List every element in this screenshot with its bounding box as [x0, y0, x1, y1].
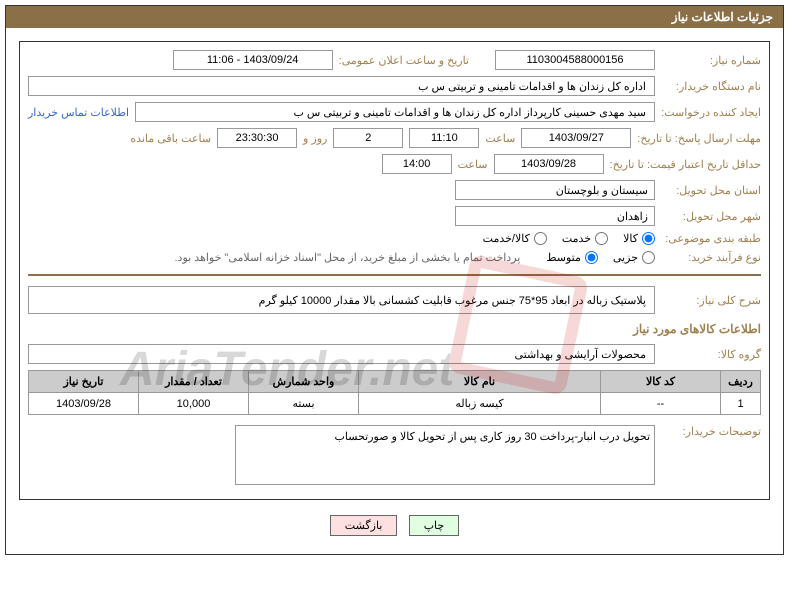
announce-label: تاریخ و ساعت اعلان عمومی:: [339, 54, 469, 67]
table-header: نام کالا: [359, 371, 601, 393]
city-label: شهر محل تحویل:: [661, 210, 761, 223]
province-label: استان محل تحویل:: [661, 184, 761, 197]
category-radios: کالا خدمت کالا/خدمت: [483, 232, 655, 245]
table-cell: کیسه زباله: [359, 393, 601, 415]
deadline-time: 11:10: [409, 128, 479, 148]
rooz-label: روز و: [303, 132, 327, 145]
goods-table: ردیفکد کالانام کالاواحد شمارشتعداد / مقد…: [28, 370, 761, 415]
radio-jozi-input[interactable]: [642, 251, 655, 264]
divider-1: [28, 274, 761, 276]
deadline-date: 1403/09/27: [521, 128, 631, 148]
radio-motavaset-input[interactable]: [585, 251, 598, 264]
table-cell: بسته: [249, 393, 359, 415]
table-header: واحد شمارش: [249, 371, 359, 393]
validity-label: حداقل تاریخ اعتبار قیمت: تا تاریخ:: [610, 158, 761, 171]
main-panel: جزئیات اطلاعات نیاز شماره نیاز: 11030045…: [5, 5, 784, 555]
table-header: تاریخ نیاز: [29, 371, 139, 393]
city-field: زاهدان: [455, 206, 655, 226]
desc-title-field: پلاستیک زباله در ابعاد 95*75 جنس مرغوب ق…: [28, 286, 655, 314]
table-cell: 1403/09/28: [29, 393, 139, 415]
table-header: تعداد / مقدار: [139, 371, 249, 393]
saat-label-1: ساعت: [485, 132, 515, 145]
contact-link[interactable]: اطلاعات تماس خریدار: [28, 106, 129, 119]
table-header: ردیف: [721, 371, 761, 393]
announce-field: 1403/09/24 - 11:06: [173, 50, 333, 70]
desc-title-label: شرح کلی نیاز:: [661, 294, 761, 307]
validity-date: 1403/09/28: [494, 154, 604, 174]
radio-khadamat[interactable]: خدمت: [562, 232, 608, 245]
goods-section-title: اطلاعات کالاهای مورد نیاز: [28, 322, 761, 336]
table-cell: 1: [721, 393, 761, 415]
buyer-label: نام دستگاه خریدار:: [661, 80, 761, 93]
saat-label-2: ساعت: [458, 158, 488, 171]
print-button[interactable]: چاپ: [409, 515, 460, 536]
validity-time: 14:00: [382, 154, 452, 174]
remain-time: 23:30:30: [217, 128, 297, 148]
table-cell: 10,000: [139, 393, 249, 415]
radio-jozi[interactable]: جزیی: [613, 251, 655, 264]
process-label: نوع فرآیند خرید:: [661, 251, 761, 264]
buyer-notes-label: توضیحات خریدار:: [661, 425, 761, 438]
province-field: سیستان و بلوچستان: [455, 180, 655, 200]
group-label: گروه کالا:: [661, 348, 761, 361]
process-radios: جزیی متوسط: [546, 251, 655, 264]
remain-suffix: ساعت باقی مانده: [130, 132, 211, 145]
radio-khadamat-input[interactable]: [595, 232, 608, 245]
remain-days: 2: [333, 128, 403, 148]
radio-motavaset[interactable]: متوسط: [546, 251, 598, 264]
category-label: طبقه بندی موضوعی:: [661, 232, 761, 245]
radio-kala[interactable]: کالا: [623, 232, 655, 245]
button-row: چاپ بازگشت: [14, 505, 775, 546]
group-field: محصولات آرایشی و بهداشتی: [28, 344, 655, 364]
radio-kala-khadamat-input[interactable]: [534, 232, 547, 245]
details-frame: شماره نیاز: 1103004588000156 تاریخ و ساع…: [19, 41, 770, 500]
number-label: شماره نیاز:: [661, 54, 761, 67]
requester-label: ایجاد کننده درخواست:: [661, 106, 761, 119]
back-button[interactable]: بازگشت: [330, 515, 398, 536]
table-row: 1--کیسه زبالهبسته10,0001403/09/28: [29, 393, 761, 415]
radio-kala-input[interactable]: [642, 232, 655, 245]
buyer-field: اداره کل زندان ها و اقدامات تامینی و ترب…: [28, 76, 655, 96]
table-cell: --: [601, 393, 721, 415]
requester-field: سید مهدی حسینی کارپرداز اداره کل زندان ه…: [135, 102, 655, 122]
panel-header: جزئیات اطلاعات نیاز: [6, 6, 783, 28]
number-field: 1103004588000156: [495, 50, 655, 70]
buyer-notes-field: تحویل درب انبار-پرداخت 30 روز کاری پس از…: [235, 425, 655, 485]
deadline-label: مهلت ارسال پاسخ: تا تاریخ:: [637, 132, 761, 145]
process-note: پرداخت تمام یا بخشی از مبلغ خرید، از محل…: [175, 251, 521, 264]
table-header: کد کالا: [601, 371, 721, 393]
panel-title: جزئیات اطلاعات نیاز: [672, 10, 773, 24]
radio-kala-khadamat[interactable]: کالا/خدمت: [483, 232, 547, 245]
